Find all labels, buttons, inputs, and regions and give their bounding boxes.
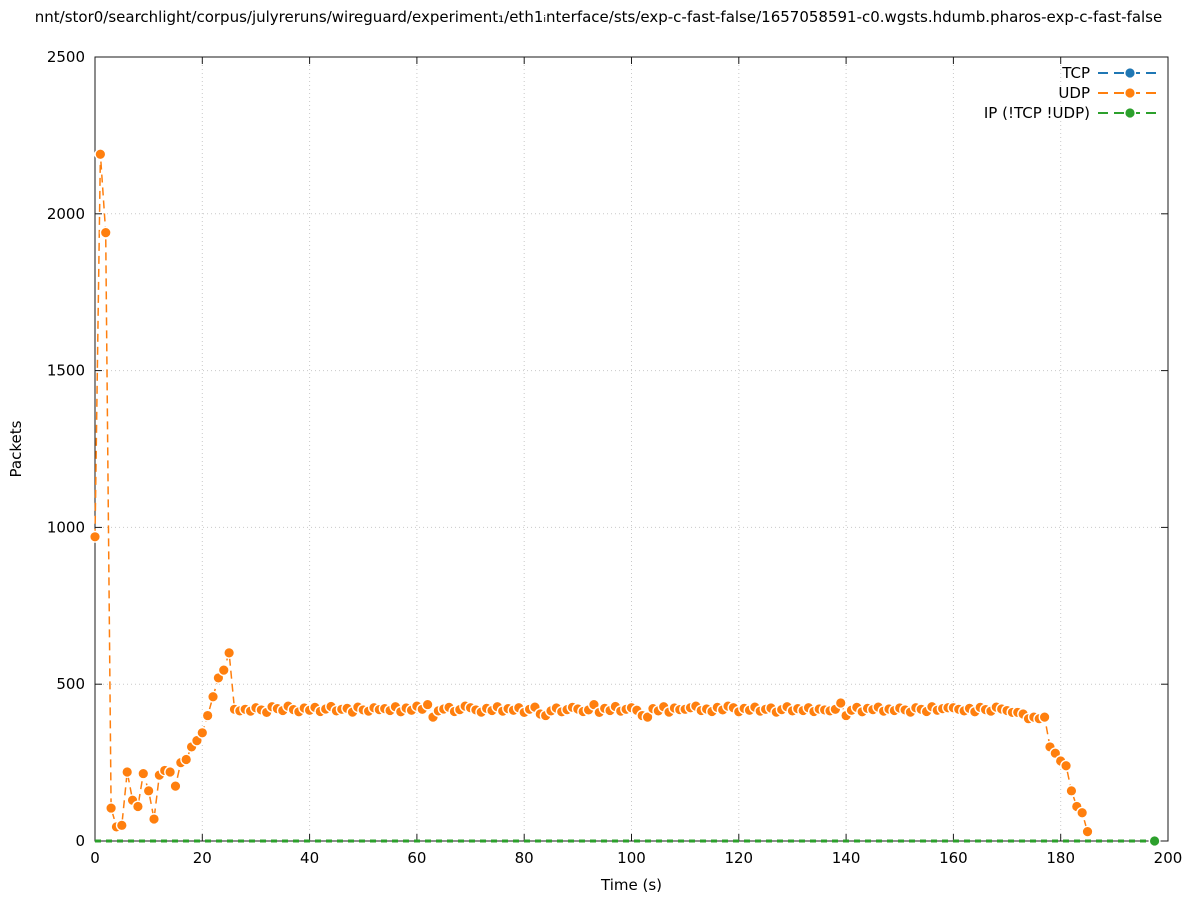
x-tick-label: 80 — [515, 849, 534, 867]
legend: TCP UDP IP (!TCP !UDP) — [984, 64, 1162, 122]
legend-marker — [1123, 106, 1136, 119]
legend-row-tcp: TCP — [1061, 64, 1162, 82]
legend-label: UDP — [1058, 84, 1090, 102]
x-tick-label: 100 — [617, 849, 646, 867]
x-tick-label: 140 — [832, 849, 861, 867]
x-tick-label: 40 — [300, 849, 319, 867]
x-tick-label: 180 — [1046, 849, 1075, 867]
y-tick-label: 2500 — [47, 48, 85, 66]
y-tick-label: 500 — [56, 675, 85, 693]
legend-marker — [1123, 86, 1136, 99]
y-tick-label: 1000 — [47, 518, 85, 536]
x-tick-label: 200 — [1154, 849, 1183, 867]
x-tick-label: 160 — [939, 849, 968, 867]
x-tick-label: 60 — [407, 849, 426, 867]
x-tick-label: 20 — [193, 849, 212, 867]
grid-lines — [94, 56, 1169, 842]
series-ip-tcp-udp- — [95, 835, 1161, 848]
legend-label: TCP — [1061, 64, 1090, 82]
axis-ticks: 0 20 40 60 80 100 120 140 160 180 2000500100015002… — [47, 48, 1183, 867]
x-tick-label: 120 — [724, 849, 753, 867]
legend-label: IP (!TCP !UDP) — [984, 104, 1090, 122]
x-axis-label: Time (s) — [601, 876, 662, 894]
legend-marker — [1123, 66, 1136, 79]
y-tick-label: 1500 — [47, 362, 85, 380]
y-tick-label: 0 — [75, 832, 85, 850]
series-udp — [88, 148, 1094, 838]
x-tick-label: 0 — [90, 849, 100, 867]
chart-title: nnt/stor0/searchlight/corpus/julyreruns/… — [34, 8, 1163, 26]
legend-row-udp: UDP — [1058, 84, 1162, 102]
y-tick-label: 2000 — [47, 205, 85, 223]
legend-row-ip-tcp-udp-: IP (!TCP !UDP) — [984, 104, 1162, 122]
